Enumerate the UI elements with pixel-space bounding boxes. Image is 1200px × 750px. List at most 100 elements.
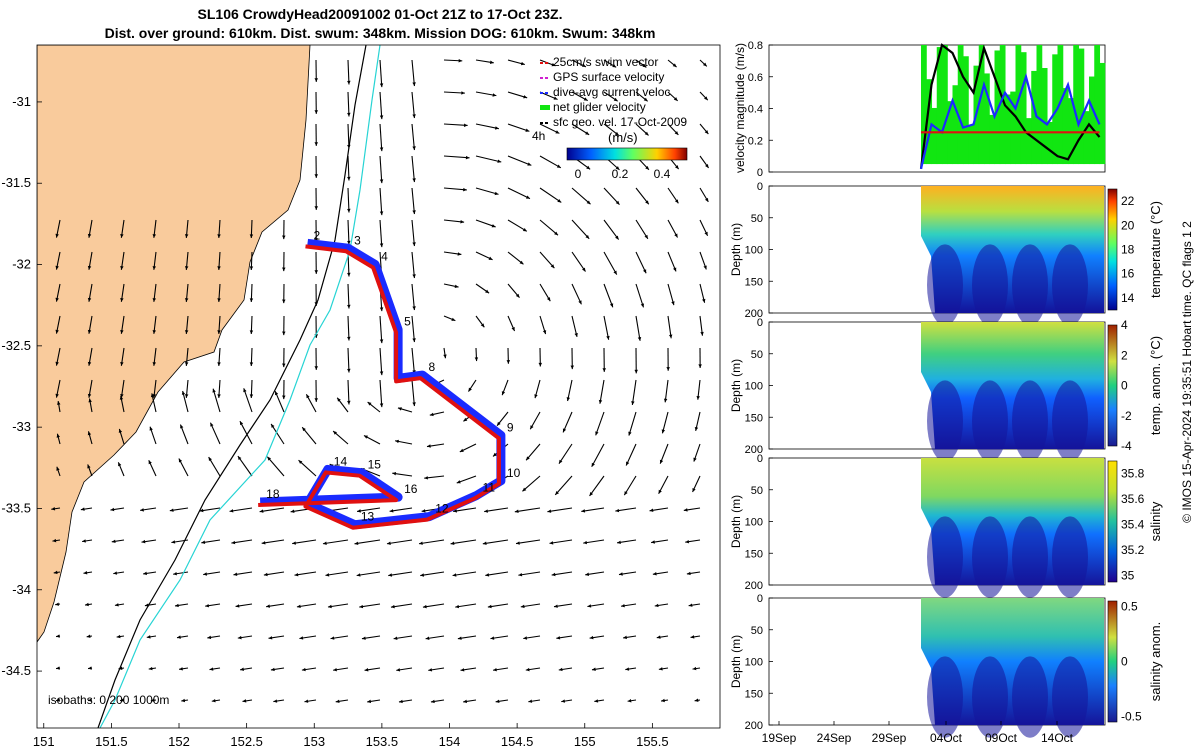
current-arrow-shaft <box>443 187 467 191</box>
current-arrow-head <box>555 491 559 495</box>
net-glider-bar <box>1047 121 1053 165</box>
current-arrow-head <box>530 425 534 430</box>
current-arrow-head <box>702 298 706 303</box>
current-arrow-head <box>492 93 497 97</box>
figure-title-line1: SL106 CrowdyHead20091002 01-Oct 21Z to 1… <box>197 6 563 22</box>
current-arrow-head <box>249 394 254 398</box>
section-ytick-label: 150 <box>745 548 763 560</box>
current-arrow-head <box>704 96 708 101</box>
current-arrow-head <box>556 636 561 640</box>
current-arrow-shaft <box>539 155 562 169</box>
net-glider-bar <box>963 56 969 165</box>
current-arrow-head <box>273 699 278 703</box>
current-arrow-shaft <box>208 456 221 477</box>
current-arrow-head <box>686 571 691 576</box>
current-arrow-shaft <box>386 539 413 545</box>
current-arrow-shaft <box>625 443 637 466</box>
velocity-axis: 0 0.2 0.4 0.6 0.8 <box>748 40 773 179</box>
current-arrow-head <box>453 509 457 513</box>
current-arrow-head <box>268 636 273 640</box>
current-arrow-head <box>495 699 500 704</box>
current-arrow-head <box>114 603 119 607</box>
map-xtick-label: 153.5 <box>366 734 399 749</box>
current-arrow-head <box>418 541 423 545</box>
map-xtick-label: 155.5 <box>636 734 669 749</box>
track-day-label: 15 <box>368 458 382 472</box>
current-arrow-head <box>80 507 85 511</box>
current-arrow-head <box>87 329 92 334</box>
current-arrow-shaft <box>420 571 445 577</box>
current-arrow-head <box>645 200 649 205</box>
current-arrow-shaft <box>411 91 415 119</box>
current-arrow-shaft <box>549 539 573 544</box>
current-arrow-head <box>591 667 596 671</box>
current-arrow-shaft <box>239 420 253 445</box>
current-arrow-head <box>282 363 286 368</box>
current-arrow-head <box>558 459 563 464</box>
colorbar-tick-label: 2 <box>1121 348 1128 362</box>
current-arrow-head <box>553 604 558 608</box>
current-arrow-shaft <box>325 571 349 576</box>
current-arrow-head <box>314 110 318 114</box>
current-arrow-head <box>389 509 394 513</box>
current-arrow-head <box>490 636 495 640</box>
current-arrow-head <box>181 698 186 703</box>
current-arrow-head <box>314 206 318 210</box>
current-arrow-head <box>296 604 301 609</box>
current-arrow-head <box>518 572 523 577</box>
current-arrow-head <box>583 540 588 545</box>
net-glider-bar <box>1083 111 1090 165</box>
current-arrow-head <box>704 197 709 202</box>
current-arrow-head <box>314 398 318 402</box>
current-arrow-head <box>692 666 697 671</box>
current-arrow-head <box>674 199 679 204</box>
current-arrow-head <box>240 667 244 671</box>
current-arrow-head <box>249 298 254 302</box>
colorbar-tick-label: 20 <box>1121 218 1135 232</box>
current-arrow-shaft <box>411 251 415 279</box>
current-arrow-shaft <box>664 379 669 403</box>
current-arrow-head <box>485 573 490 577</box>
current-arrow-head <box>456 480 461 484</box>
current-arrow-head <box>169 508 174 512</box>
current-arrow-shaft <box>591 443 605 468</box>
section-cold-core <box>927 380 963 462</box>
current-arrow-head <box>379 371 384 376</box>
current-arrow-head <box>87 393 92 398</box>
current-arrow-head <box>553 96 558 100</box>
current-arrow-shaft <box>635 219 649 240</box>
track-day-label: 8 <box>428 360 435 374</box>
current-arrow-head <box>458 58 463 63</box>
current-arrow-head <box>522 227 527 232</box>
isobath-1000m <box>99 45 381 728</box>
current-arrow-head <box>412 242 416 247</box>
current-arrow-head <box>181 390 186 395</box>
current-arrow-shaft <box>347 155 350 181</box>
current-arrow-head <box>474 357 479 362</box>
current-arrow-head <box>314 270 318 274</box>
current-arrow-head <box>585 234 590 239</box>
net-glider-bar <box>1031 70 1038 165</box>
net-glider-bar <box>1062 88 1069 165</box>
current-arrow-shaft <box>554 475 573 496</box>
current-arrow-head <box>149 426 153 431</box>
current-arrow-head <box>379 307 384 312</box>
velocity-ylabel: velocity magnitude (m/s) <box>733 43 747 173</box>
current-arrow-head <box>668 334 673 339</box>
current-arrow-head <box>643 97 648 102</box>
current-arrow-head <box>661 698 665 703</box>
current-arrow-head <box>333 431 338 435</box>
section-cold-core <box>972 516 1008 598</box>
velocity-ytick-label: 0 <box>757 167 763 179</box>
section-colorbar <box>1107 460 1118 583</box>
net-glider-bar <box>1015 45 1022 165</box>
section-ytick-label: 150 <box>745 412 763 424</box>
current-arrow-head <box>357 509 361 513</box>
current-arrow-head <box>420 573 425 577</box>
colorbar-tick-label: 18 <box>1121 243 1135 257</box>
net-glider-bar <box>1068 98 1074 165</box>
current-arrow-head <box>538 362 543 367</box>
track-day-label: 3 <box>354 233 361 247</box>
current-arrow-head <box>87 464 91 469</box>
current-arrow-head <box>120 698 124 702</box>
